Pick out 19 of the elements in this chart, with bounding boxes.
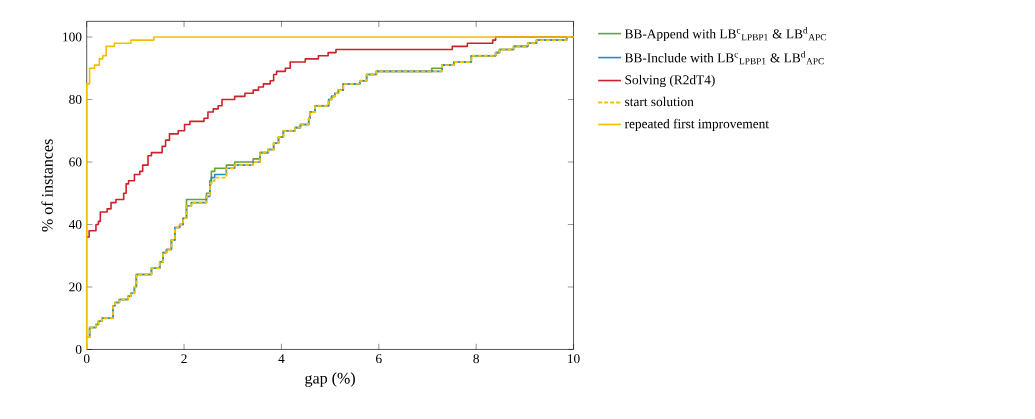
x-tick-label: 4: [278, 354, 285, 364]
y-tick-label: 60: [69, 157, 82, 167]
legend-label: repeated first improvement: [624, 118, 769, 132]
y-tick-label: 40: [68, 220, 82, 230]
legend-label: Solving (R2dT4): [625, 75, 715, 88]
x-axis-title: gap (%): [305, 372, 355, 387]
x-tick-label: 2: [181, 354, 187, 364]
y-axis-title: % of instances: [41, 139, 53, 232]
y-tick-label: 100: [63, 32, 82, 42]
legend-label: start solution: [625, 96, 694, 107]
y-tick-label: 20: [69, 282, 82, 292]
x-tick-label: 8: [473, 354, 479, 364]
x-tick-label: 10: [568, 354, 580, 364]
x-tick-label: 0: [83, 354, 90, 364]
y-tick-label: 0: [75, 345, 82, 355]
y-tick-label: 80: [69, 95, 82, 105]
legend-label: BB-Include with LB$^{c}$$_{LPBP1}$ & LB$^{d}$APC: [624, 51, 824, 65]
x-tick-label: 6: [376, 354, 382, 364]
legend-label: BB-Append with LB$^{c}$$_{LPBP1}$ & LB$^{d}$APC: [624, 27, 826, 42]
